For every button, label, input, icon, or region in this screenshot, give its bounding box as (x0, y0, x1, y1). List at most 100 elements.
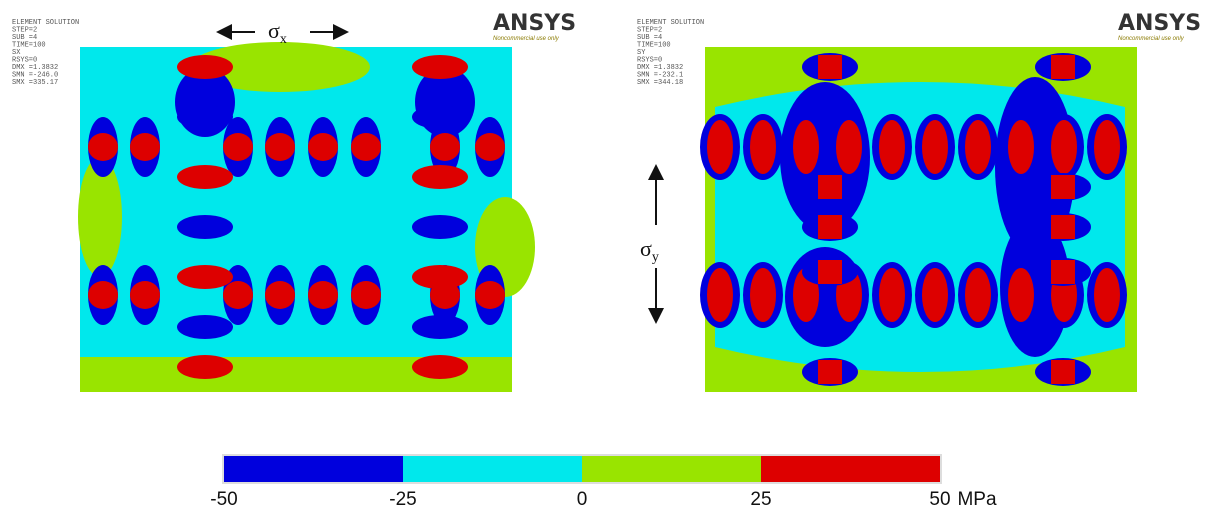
contour-region (412, 165, 468, 189)
contour-region (818, 360, 842, 384)
contour-region (1094, 268, 1120, 322)
contour-region (412, 265, 468, 289)
header-line: RSYS=0 (12, 57, 37, 65)
contour-region (818, 260, 842, 284)
contour-region (177, 105, 233, 129)
symbol: σ (268, 18, 280, 43)
colorbar-tick-label: 0 (577, 489, 588, 510)
contour-region (190, 42, 370, 92)
contour-region (793, 120, 819, 174)
contour-region (818, 215, 842, 239)
contour-region (177, 265, 233, 289)
colorbar-tick-label: 25 (750, 489, 771, 510)
contour-region (879, 120, 905, 174)
header-line: TIME=100 (12, 42, 46, 50)
header-line: ELEMENT SOLUTION (637, 19, 704, 27)
colorbar-segment (582, 456, 761, 482)
contour-region (351, 133, 381, 161)
logo: ANSYS (1118, 11, 1201, 36)
contour-region (177, 315, 233, 339)
header-line: SUB =4 (637, 34, 662, 42)
contour-region (177, 165, 233, 189)
contour-region (412, 215, 468, 239)
contour-region (750, 268, 776, 322)
header-line: STEP=2 (12, 27, 37, 35)
contour-region (1051, 215, 1075, 239)
contour-region (130, 133, 160, 161)
contour-region (177, 215, 233, 239)
header-line: SX (12, 49, 21, 57)
header-line: DMX =1.3832 (637, 64, 683, 72)
symbol: σ (640, 236, 652, 261)
contour-region (1051, 360, 1075, 384)
colorbar-segment (224, 456, 403, 482)
colorbar-unit: MPa (957, 489, 997, 510)
contour-region (1008, 120, 1034, 174)
logo-note: Noncommercial use only (1118, 36, 1185, 42)
contour-region (223, 133, 253, 161)
contour-region (351, 281, 381, 309)
contour-region (412, 105, 468, 129)
contour-region (965, 268, 991, 322)
contour-region (412, 315, 468, 339)
contour-region (412, 355, 468, 379)
contour-region (922, 120, 948, 174)
contour-region (177, 55, 233, 79)
contour-region (88, 281, 118, 309)
header-line: SMX =344.18 (637, 79, 683, 87)
contour-region (1051, 260, 1075, 284)
contour-region (707, 268, 733, 322)
contour-region (78, 157, 122, 277)
colorbar-segment (761, 456, 940, 482)
colorbar-tick-label: 50 (929, 489, 950, 510)
colorbar: -50 -25 0 25 50 MPa (210, 454, 997, 510)
contour-region (1051, 175, 1075, 199)
contour-region (879, 268, 905, 322)
colorbar-segment (403, 456, 582, 482)
contour-region (818, 175, 842, 199)
logo: ANSYS (493, 11, 576, 36)
contour-region (308, 133, 338, 161)
contour-region (836, 120, 862, 174)
contour-region (818, 55, 842, 79)
contour-region (965, 120, 991, 174)
contour-region (223, 281, 253, 309)
contour-region (265, 133, 295, 161)
logo-note: Noncommercial use only (493, 36, 560, 42)
contour-region (430, 133, 460, 161)
stress-label: σy (640, 236, 659, 265)
header-line: DMX =1.3832 (12, 64, 58, 72)
contour-region (1051, 120, 1077, 174)
header-line: TIME=100 (637, 42, 671, 50)
subscript: y (652, 250, 659, 265)
contour-region (707, 120, 733, 174)
subscript: x (280, 32, 287, 47)
header-line: SMN =-246.0 (12, 72, 58, 80)
contour-region (177, 355, 233, 379)
header-line: SUB =4 (12, 34, 37, 42)
colorbar-tick-label: -25 (389, 489, 416, 510)
header-line: SMN =-232.1 (637, 72, 683, 80)
contour-region (750, 120, 776, 174)
contour-region (88, 133, 118, 161)
contour-region (308, 281, 338, 309)
contour-region (1008, 268, 1034, 322)
contour-region (130, 281, 160, 309)
header-line: SY (637, 49, 646, 57)
header-line: ELEMENT SOLUTION (12, 19, 79, 27)
contour-region (1051, 55, 1075, 79)
contour-region (922, 268, 948, 322)
contour-region (475, 133, 505, 161)
contour-region (1094, 120, 1120, 174)
header-line: RSYS=0 (637, 57, 662, 65)
header-line: SMX =335.17 (12, 79, 58, 87)
header-line: STEP=2 (637, 27, 662, 35)
stress-label: σx (268, 18, 287, 47)
colorbar-tick-label: -50 (210, 489, 237, 510)
contour-region (475, 281, 505, 309)
contour-region (412, 55, 468, 79)
